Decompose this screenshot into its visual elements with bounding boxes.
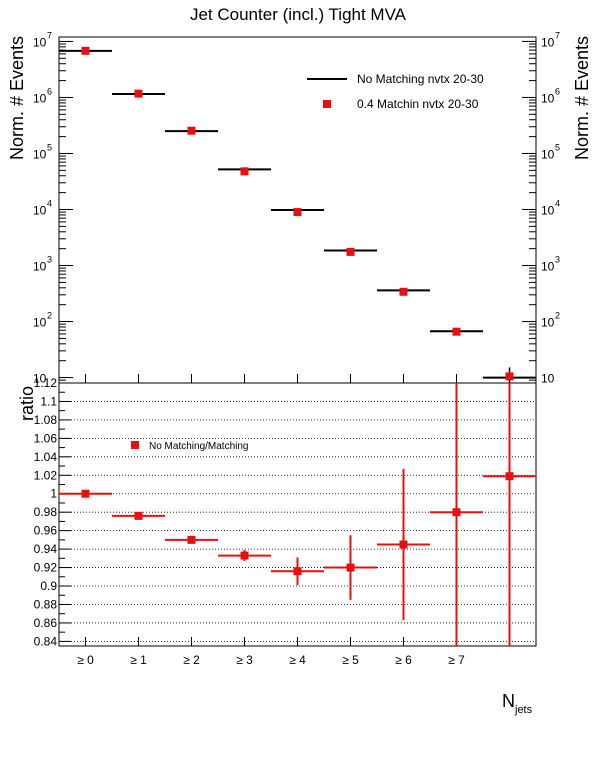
- ratio-marker: [293, 567, 302, 576]
- x-tick-label: ≥ 7: [448, 653, 465, 667]
- y-tick-exponent-left: 4: [47, 199, 52, 209]
- ratio-y-tick-label: 1.06: [34, 431, 58, 445]
- ratio-y-tick-label: 0.96: [34, 524, 58, 538]
- ratio-legend-label: No Matching/Matching: [149, 441, 249, 452]
- matching-marker: [505, 372, 514, 381]
- matching-marker: [399, 287, 408, 296]
- top-y-axis-label-right: Norm. # Events: [572, 36, 592, 160]
- legend-marker-matching: [323, 100, 331, 108]
- ratio-y-tick-label: 1.04: [34, 450, 58, 464]
- y-tick-label-right: 10: [541, 204, 555, 218]
- y-tick-label-right: 10: [541, 372, 555, 386]
- ratio-y-tick-label: 1.08: [34, 413, 58, 427]
- top-y-axis-label-left: Norm. # Events: [7, 36, 27, 160]
- ratio-y-tick-label: 1: [50, 487, 57, 501]
- y-tick-exponent-right: 2: [555, 311, 560, 321]
- y-tick-exponent-right: 4: [555, 199, 560, 209]
- x-axis-label-subscript: jets: [514, 704, 533, 716]
- y-tick-exponent-left: 3: [47, 255, 52, 265]
- y-tick-exponent-right: 6: [555, 86, 560, 96]
- ratio-y-tick-label: 0.9: [40, 579, 57, 593]
- y-tick-exponent-right: 7: [555, 30, 560, 40]
- ratio-y-tick-label: 1.1: [40, 394, 57, 408]
- matching-marker: [346, 247, 355, 256]
- ratio-marker: [187, 535, 196, 544]
- ratio-y-tick-label: 0.94: [34, 542, 58, 556]
- y-tick-label-left: 10: [33, 204, 47, 218]
- matching-marker: [240, 167, 249, 176]
- y-tick-label-left: 10: [33, 372, 47, 386]
- y-tick-label-right: 10: [541, 316, 555, 330]
- x-tick-label: ≥ 2: [183, 653, 200, 667]
- ratio-marker: [81, 489, 90, 498]
- matching-marker: [452, 327, 461, 336]
- x-tick-label: ≥ 0: [77, 653, 94, 667]
- ratio-y-tick-label: 0.84: [34, 634, 58, 648]
- matching-marker: [187, 126, 196, 135]
- y-tick-label-right: 10: [541, 260, 555, 274]
- matching-marker: [293, 208, 302, 217]
- y-tick-label-right: 10: [541, 91, 555, 105]
- ratio-marker: [134, 511, 143, 520]
- y-tick-label-left: 10: [33, 91, 47, 105]
- ratio-marker: [240, 551, 249, 560]
- y-tick-label-left: 10: [33, 316, 47, 330]
- y-tick-label-left: 10: [33, 147, 47, 161]
- y-tick-exponent-left: 7: [47, 30, 52, 40]
- ratio-y-tick-label: 0.92: [34, 561, 58, 575]
- ratio-marker: [505, 472, 514, 481]
- y-tick-label-right: 10: [541, 147, 555, 161]
- y-tick-exponent-right: 5: [555, 142, 560, 152]
- matching-marker: [81, 46, 90, 55]
- x-tick-label: ≥ 6: [395, 653, 412, 667]
- y-tick-exponent-left: 5: [47, 142, 52, 152]
- matching-marker: [134, 89, 143, 98]
- ratio-legend-marker: [131, 441, 139, 449]
- legend-label-no-matching: No Matching nvtx 20-30: [357, 72, 484, 86]
- x-axis-title: N jets: [502, 691, 533, 716]
- y-tick-label-right: 10: [541, 35, 555, 49]
- ratio-panel: 0.84 0.86 0.88 0.9 0.92 0.94 0.96 0.98 1 1.02 1.04…: [34, 376, 537, 667]
- ratio-marker: [399, 540, 408, 549]
- y-tick-label-left: 10: [33, 35, 47, 49]
- ratio-y-tick-label: 0.88: [34, 597, 58, 611]
- x-tick-label: ≥ 5: [342, 653, 359, 667]
- chart-title: Jet Counter (incl.) Tight MVA: [190, 5, 407, 24]
- ratio-marker: [346, 563, 355, 572]
- legend-label-matching: 0.4 Matchin nvtx 20-30: [357, 97, 479, 111]
- ratio-y-tick-label: 0.98: [34, 505, 58, 519]
- ratio-y-tick-label: 1.12: [34, 376, 58, 390]
- x-tick-label: ≥ 4: [289, 653, 306, 667]
- ratio-y-tick-label: 1.02: [34, 468, 58, 482]
- y-tick-label-left: 10: [33, 260, 47, 274]
- x-tick-label: ≥ 1: [130, 653, 147, 667]
- ratio-y-tick-label: 0.86: [34, 616, 58, 630]
- y-tick-exponent-left: 2: [47, 311, 52, 321]
- y-tick-exponent-right: 3: [555, 255, 560, 265]
- y-tick-exponent-left: 6: [47, 86, 52, 96]
- x-axis-label: N: [502, 691, 515, 711]
- ratio-marker: [452, 508, 461, 517]
- ratio-y-axis-label: ratio: [17, 386, 37, 421]
- x-tick-label: ≥ 3: [236, 653, 253, 667]
- ratio-plot-frame: [58, 382, 537, 647]
